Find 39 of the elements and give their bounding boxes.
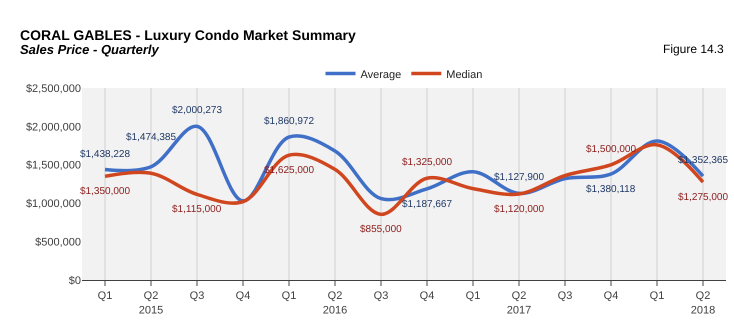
x-tick-label: Q4 xyxy=(236,290,250,302)
data-label: $1,120,000 xyxy=(494,204,544,215)
y-tick-label: $2,500,000 xyxy=(26,82,81,95)
x-tick-label: Q4 xyxy=(604,290,618,302)
data-label: $1,860,972 xyxy=(264,116,314,127)
data-label: $1,474,385 xyxy=(126,132,176,143)
x-tick-label: Q3 xyxy=(374,290,388,302)
data-label: $1,350,000 xyxy=(80,186,130,197)
x-tick-label: Q3 xyxy=(558,290,572,302)
x-tick-label: Q1 xyxy=(282,290,296,302)
x-tick-label: Q3 xyxy=(190,290,204,302)
x-tick-label: Q1 xyxy=(466,290,480,302)
y-tick-label: $500,000 xyxy=(35,236,81,248)
x-tick-label: Q2 2015 xyxy=(138,290,164,316)
data-label: $1,325,000 xyxy=(402,157,452,168)
x-tick-label: Q2 2017 xyxy=(506,290,532,316)
data-label: $1,275,000 xyxy=(678,192,728,203)
y-tick-label: $2,000,000 xyxy=(26,121,81,134)
y-tick-label: $1,500,000 xyxy=(26,160,81,172)
x-tick-label: Q1 xyxy=(650,290,664,302)
data-label: $1,380,118 xyxy=(586,184,636,195)
chart-title: CORAL GABLES - Luxury Condo Market Summary xyxy=(20,27,356,43)
x-tick-label: Q2 2016 xyxy=(322,290,348,316)
chart-subtitle: Sales Price - Quarterly xyxy=(20,42,160,57)
data-label: $855,000 xyxy=(360,224,402,235)
x-tick-label: Q1 xyxy=(98,290,112,302)
caption: Figure 14.3 xyxy=(663,42,724,56)
legend-label: Median xyxy=(446,68,482,81)
data-label: $1,187,667 xyxy=(402,199,452,210)
x-tick-label: Q4 xyxy=(420,290,434,302)
y-tick-label: $0 xyxy=(68,274,81,287)
data-label: $1,438,228 xyxy=(80,149,130,160)
data-label: $1,115,000 xyxy=(172,204,222,215)
data-label: $2,000,273 xyxy=(172,105,222,116)
legend-label: Average xyxy=(360,68,402,81)
x-tick-label: Q2 2018 xyxy=(690,290,716,316)
data-label: $1,127,900 xyxy=(494,172,544,183)
y-tick-label: $1,000,000 xyxy=(26,198,81,210)
data-label: $1,500,000 xyxy=(586,144,636,155)
